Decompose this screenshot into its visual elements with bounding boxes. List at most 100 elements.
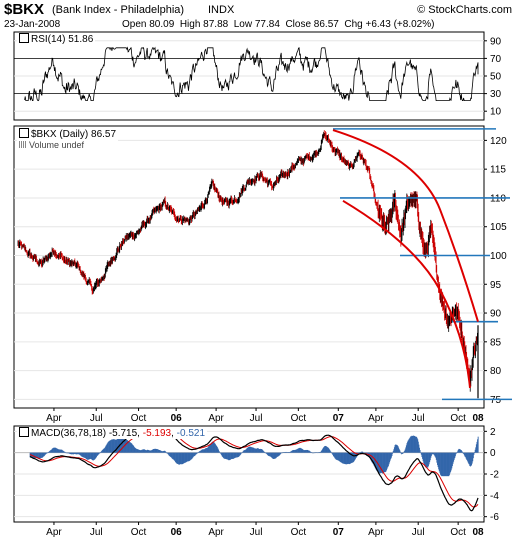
macd-tick-label: 0 [490, 448, 496, 459]
macd-hist-bar [224, 452, 225, 459]
macd-legend-swatch [19, 427, 29, 437]
volume-label-text: Volume undef [29, 140, 85, 150]
macd-hist-bar [203, 449, 205, 453]
macd-hist-bar [309, 451, 311, 453]
macd-hist-bar [287, 452, 289, 453]
macd-hist-bar [166, 452, 167, 454]
macd-hist-bar [460, 450, 462, 453]
macd-hist-bar [316, 452, 318, 453]
macd-hist-bar [416, 437, 418, 453]
x-tick-label: Apr [46, 527, 62, 538]
macd-hist-bar [38, 452, 39, 459]
macd-hist-bar [351, 452, 353, 463]
macd-hist-bar [79, 452, 81, 455]
macd-hist-bar [111, 439, 113, 453]
macd-hist-bar [348, 452, 350, 465]
macd-hist-bar [212, 441, 214, 453]
macd-hist-bar [446, 452, 448, 477]
macd-hist-bar [139, 449, 141, 453]
macd-hist-bar [231, 452, 233, 459]
macd-hist-bar [288, 452, 289, 453]
macd-hist-bar [204, 448, 206, 453]
macd-hist-bar [291, 451, 292, 453]
macd-hist-bar [188, 452, 190, 462]
macd-hist-bar [237, 452, 239, 458]
macd-hist-bar [242, 451, 244, 453]
macd-hist-bar [103, 448, 105, 453]
x-tick-label: Oct [450, 527, 466, 538]
macd-line [29, 429, 479, 512]
macd-hist-bar [133, 446, 135, 453]
macd-hist-bar [405, 447, 407, 453]
macd-hist-bar [148, 450, 150, 453]
macd-hist-bar [277, 452, 279, 457]
macd-hist-bar [70, 452, 72, 455]
macd-hist-bar [456, 451, 458, 453]
macd-hist-bar [196, 452, 198, 454]
macd-hist-bar [328, 448, 330, 453]
macd-hist-bar [168, 452, 170, 456]
macd-hist-bar [414, 436, 416, 453]
macd-hist-bar [452, 452, 454, 464]
macd-hist-bar [67, 452, 69, 454]
macd-hist-bar [165, 451, 167, 453]
macd-hist-bar [443, 452, 445, 477]
macd-hist-bar [459, 449, 461, 453]
macd-hist-bar [268, 452, 270, 456]
macd-hist-bar [207, 446, 209, 453]
macd-hist-bar [179, 452, 181, 465]
macd-hist-bar [125, 439, 127, 453]
rsi-tick-label: 30 [490, 89, 502, 100]
macd-hist-bar [194, 452, 196, 456]
macd-hist-bar [389, 452, 391, 461]
macd-hist-bar [160, 450, 161, 453]
macd-hist-bar [183, 452, 185, 463]
macd-hist-bar [76, 452, 78, 455]
macd-hist-bar [197, 452, 199, 453]
price-tick-label: 115 [490, 165, 506, 176]
macd-hist-bar [172, 452, 173, 459]
macd-hist-bar [346, 452, 348, 465]
macd-hist-bar [337, 452, 339, 461]
macd-hist-bar [409, 437, 411, 453]
macd-hist-bar [33, 452, 35, 459]
macd-hist-bar [397, 446, 399, 453]
macd-hist-bar [194, 452, 196, 456]
macd-hist-bar [145, 450, 147, 453]
macd-hist-bar [451, 452, 453, 467]
macd-hist-bar [319, 451, 321, 453]
macd-hist-bar [431, 452, 433, 455]
macd-hist-bar [115, 439, 117, 453]
macd-hist-bar [172, 452, 174, 460]
macd-hist-bar [407, 440, 409, 453]
macd-hist-bar [292, 450, 294, 453]
macd-hist-bar [159, 450, 161, 453]
macd-hist-bar [281, 452, 283, 454]
macd-hist-bar [240, 452, 242, 454]
macd-hist-bar [134, 447, 136, 453]
x-tick-label: Apr [208, 413, 224, 424]
macd-hist-bar [178, 452, 180, 465]
macd-hist-bar [252, 447, 254, 453]
rsi-tick-labels: 90 70 50 30 10 [490, 36, 502, 117]
macd-hist-bar [262, 450, 264, 453]
macd-hist-bar [235, 452, 237, 458]
macd-hist-bar [124, 439, 126, 453]
macd-hist-bar [110, 439, 112, 453]
macd-hist-bar [170, 452, 172, 457]
rsi-grid [14, 40, 487, 112]
macd-hist-bar [97, 452, 99, 456]
macd-tick-label: -4 [490, 491, 499, 502]
macd-hist-bar [150, 450, 152, 453]
macd-hist-bar [447, 452, 449, 477]
macd-hist-bar [82, 452, 84, 458]
macd-hist-bar [332, 452, 334, 457]
macd-hist-bar [416, 436, 417, 453]
macd-hist-bar [224, 452, 226, 459]
macd-hist-bar [339, 452, 341, 462]
macd-hist-bar [147, 449, 149, 453]
macd-hist-bar [260, 449, 262, 453]
macd-hist-bar [222, 452, 224, 458]
macd-hist-bar [289, 451, 291, 453]
macd-hist-bar [280, 452, 282, 454]
